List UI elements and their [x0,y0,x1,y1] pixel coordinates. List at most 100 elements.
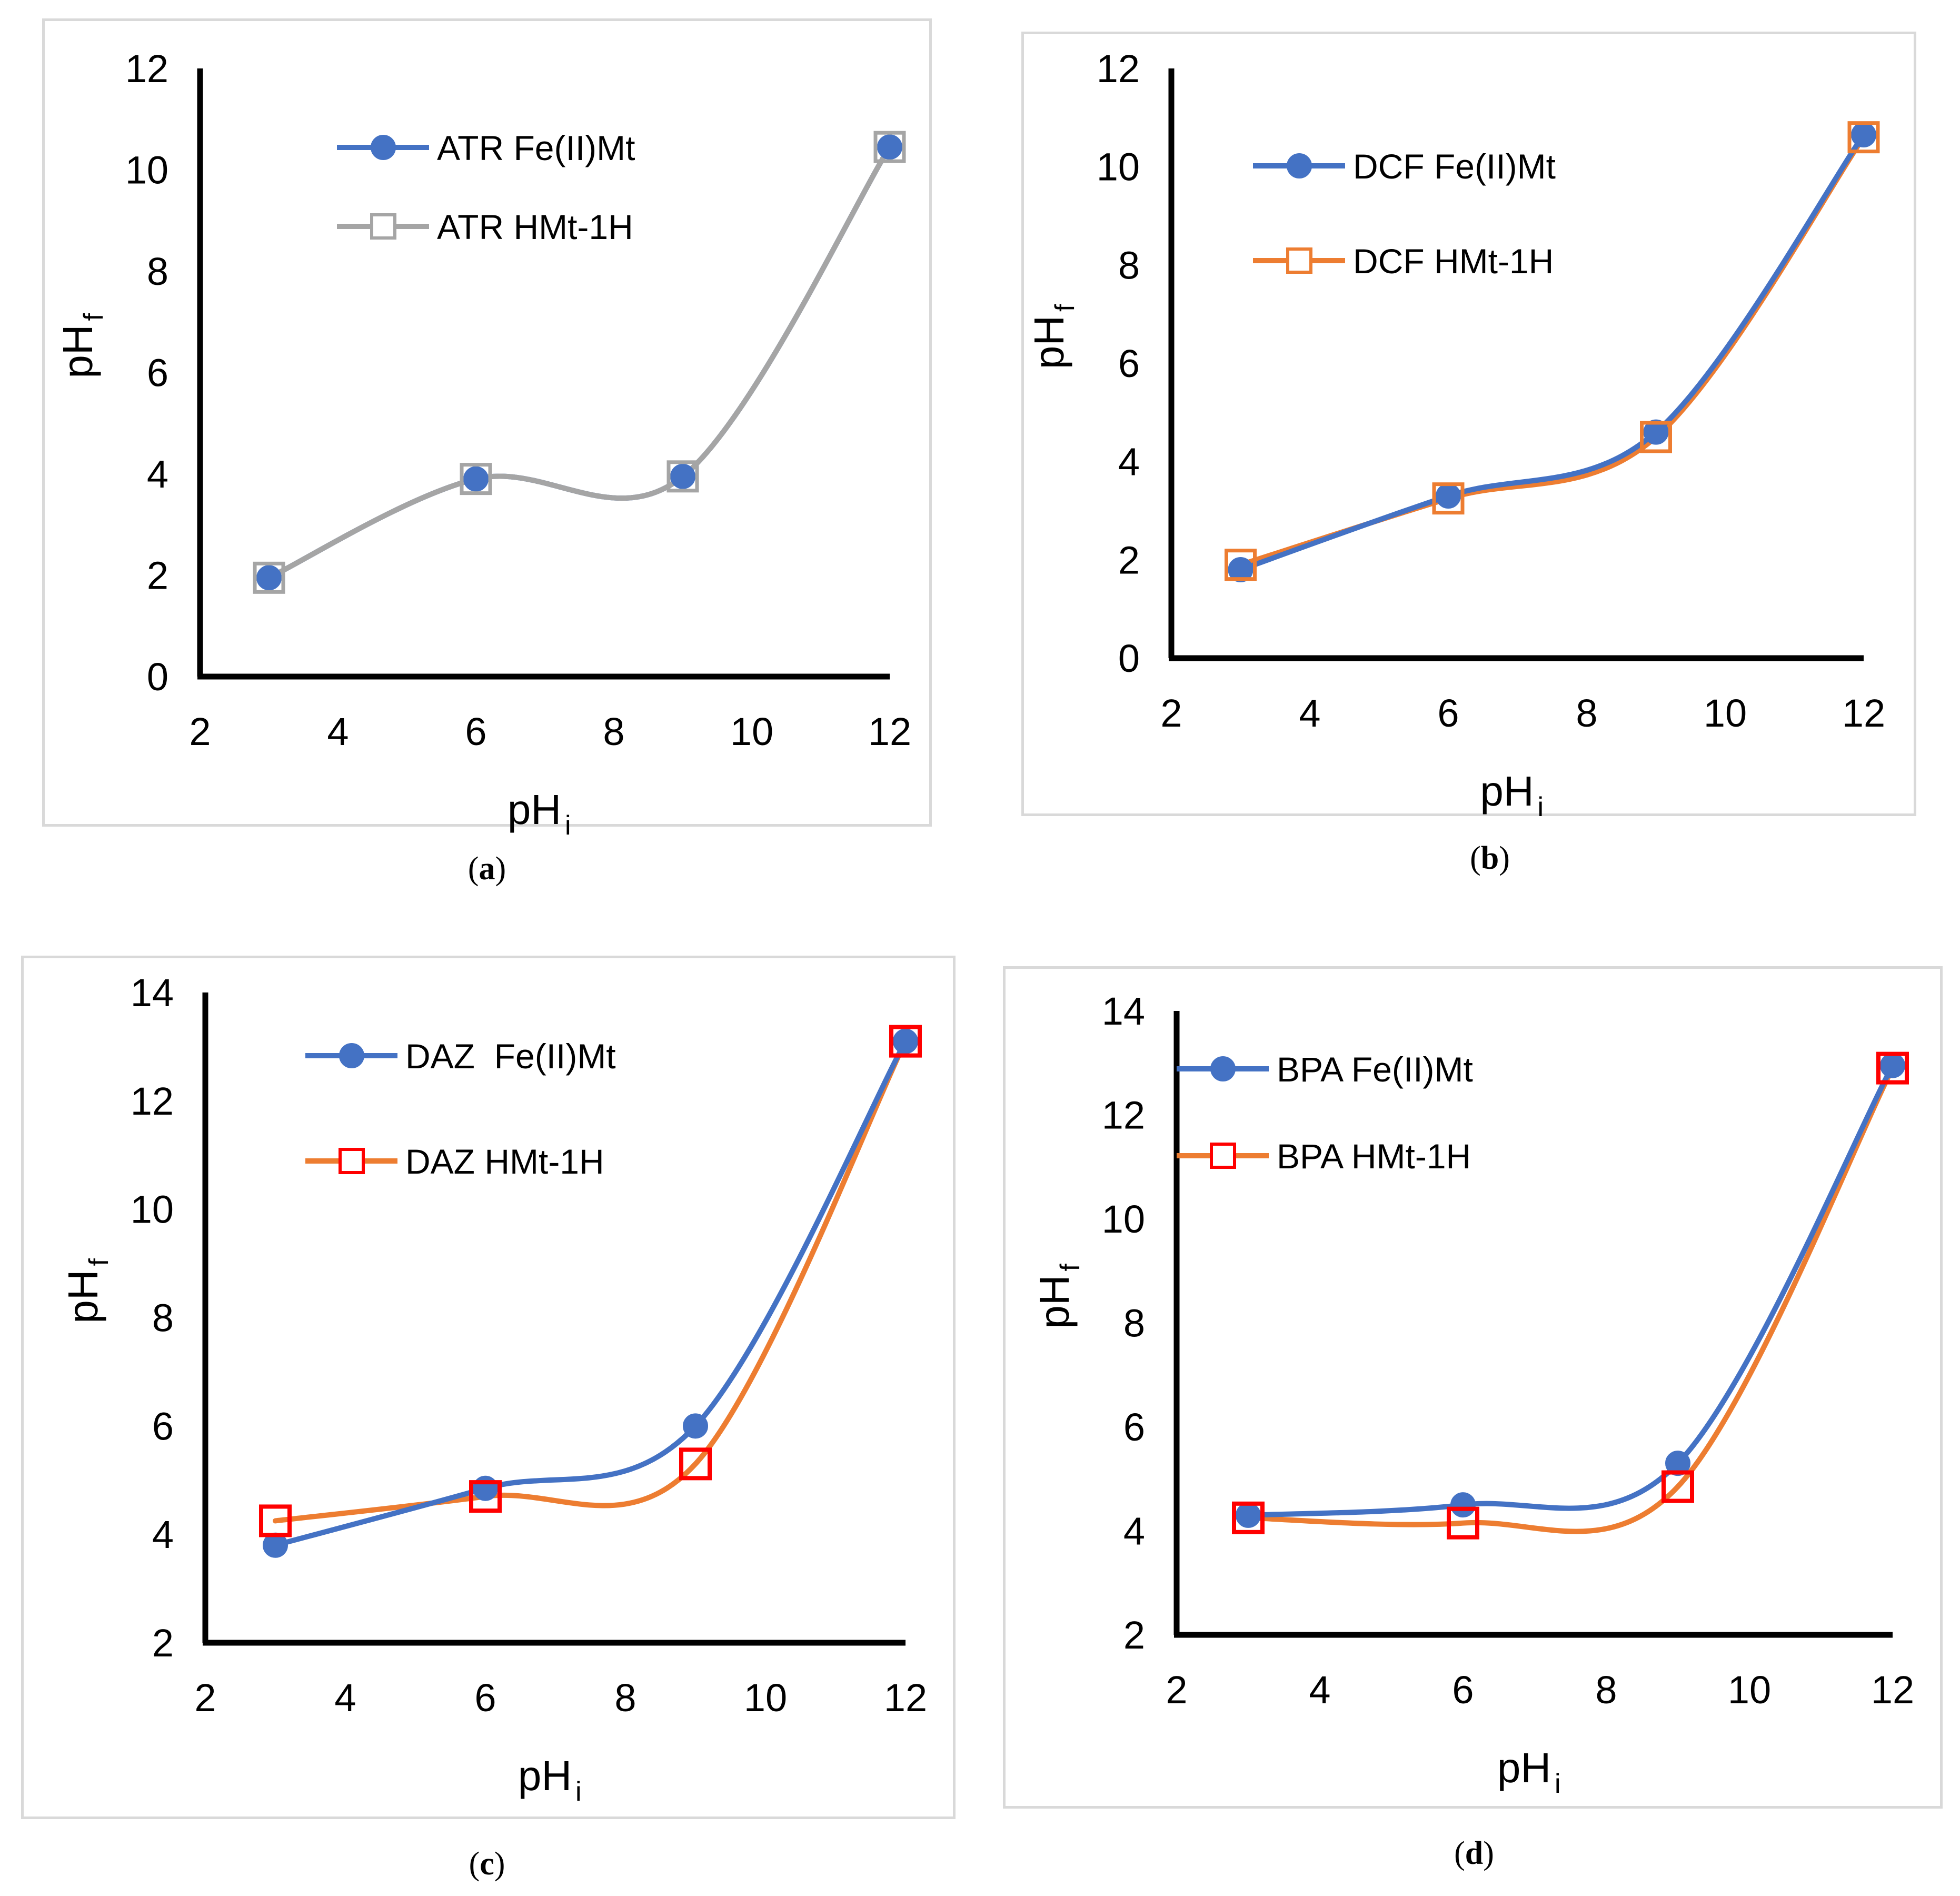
y-tick-label-c: 12 [131,1079,174,1123]
y-axis-label-sub-c: f [84,1258,114,1266]
legend-marker-d-0 [1210,1056,1236,1081]
data-point-d-1 [1661,1470,1694,1503]
data-point-b-1 [1225,549,1257,581]
legend-label-b-1: DCF HMt-1H [1353,242,1554,281]
caption-a-letter: a [479,851,495,887]
data-point-a-0 [877,134,902,160]
x-axis-label-sub-a: i [565,810,571,841]
y-tick-label-d: 14 [1102,989,1145,1033]
data-point-a-1 [253,561,285,594]
caption-c-letter: c [480,1846,494,1882]
legend-marker-d-1 [1210,1143,1236,1169]
y-tick-label-b: 2 [1118,538,1140,582]
caption-b-letter: b [1480,840,1499,876]
y-tick-label-a: 2 [147,554,168,598]
y-axis-label-sub-b: f [1050,304,1080,312]
data-point-c-1 [889,1025,922,1058]
series-line-c-0 [273,1038,908,1548]
y-tick-label-b: 0 [1118,637,1140,680]
x-tick-label-b: 6 [1437,691,1459,735]
y-tick-label-a: 12 [125,47,168,91]
data-point-a-1 [460,463,492,495]
x-tick-label-d: 10 [1728,1668,1771,1712]
x-tick-label-c: 6 [474,1676,496,1720]
y-tick-label-b: 12 [1097,47,1140,91]
x-tick-label-b: 10 [1704,691,1747,735]
data-point-d-1 [1232,1501,1265,1534]
data-point-a-0 [463,466,489,492]
data-point-d-0 [1236,1502,1261,1528]
data-point-c-1 [259,1504,292,1537]
chart-panel-d: 2 4 6 8 10 12 14 2 4 6 8 10 12 pH i pH f BPA Fe(II)Mt BPA … [1003,966,1943,1809]
y-tick-label-d: 6 [1123,1405,1145,1449]
y-tick-label-c: 4 [152,1513,174,1556]
x-tick-label-c: 10 [744,1676,787,1720]
caption-a: (a) [467,851,506,887]
x-axis-label-b: pH [1480,768,1534,815]
data-point-b-1 [1640,421,1672,453]
legend-marker-c-1 [339,1148,365,1174]
y-axis-label-c: pH f [59,1258,114,1324]
y-tick-label-c: 2 [152,1621,174,1665]
y-tick-label-b: 8 [1118,243,1140,287]
x-tick-label-b: 2 [1160,691,1182,735]
legend-label-c-0: DAZ Fe(II)Mt [405,1037,616,1076]
legend-label-a-0: ATR Fe(II)Mt [437,128,635,167]
y-tick-label-c: 14 [131,971,174,1015]
y-axis-label-text-d: pH [1031,1275,1078,1328]
x-axis-label-a: pH [508,786,561,833]
y-tick-label-b: 10 [1097,145,1140,189]
data-point-d-1 [1876,1051,1909,1085]
legend-label-a-1: ATR HMt-1H [437,207,633,246]
x-tick-label-b: 12 [1842,691,1885,735]
data-point-b-0 [1436,483,1461,509]
y-axis-label-b: pH f [1026,304,1080,369]
x-tick-label-c: 2 [194,1676,216,1720]
series-line-b-0 [1238,132,1866,572]
data-point-d-1 [1447,1506,1479,1540]
chart-panel-a: 0 2 4 6 8 10 12 2 4 6 8 10 12 pH i pH f ATR Fe(II)Mt ATR H… [42,18,932,841]
data-point-d-0 [1665,1451,1690,1476]
y-tick-label-b: 6 [1118,342,1140,385]
data-point-d-0 [1450,1492,1476,1518]
data-point-d-0 [1880,1053,1905,1078]
data-point-b-0 [1851,122,1876,147]
data-point-a-1 [873,131,906,163]
data-point-a-1 [666,460,699,493]
x-tick-label-a: 6 [465,710,486,753]
legend-marker-c-0 [339,1043,364,1068]
y-tick-label-a: 0 [147,655,168,699]
series-line-a-1 [266,144,892,581]
series-line-d-1 [1246,1065,1895,1534]
y-tick-label-b: 4 [1118,440,1140,484]
legend-label-d-1: BPA HMt-1H [1277,1137,1471,1176]
data-point-c-0 [893,1028,918,1054]
x-tick-label-a: 2 [189,710,211,753]
legend-marker-b-1 [1286,247,1312,274]
legend-label-b-0: DCF Fe(II)Mt [1353,147,1556,186]
x-tick-label-a: 8 [603,710,624,753]
caption-d: (d) [1454,1835,1494,1871]
data-point-b-1 [1432,482,1465,515]
series-line-c-1 [273,1038,908,1524]
x-axis-label-sub-d: i [1555,1769,1561,1799]
legend-marker-a-1 [370,213,396,240]
x-axis-label-sub-c: i [575,1776,582,1807]
y-tick-label-a: 6 [147,351,168,395]
y-tick-label-c: 10 [131,1188,174,1232]
y-axis-label-sub-d: f [1055,1264,1086,1272]
x-axis-label-d: pH [1497,1744,1551,1791]
x-axis-label-sub-b: i [1538,792,1544,822]
x-tick-label-c: 4 [334,1676,356,1720]
legend-marker-a-0 [371,135,396,160]
data-point-c-1 [679,1447,712,1481]
legend-label-c-1: DAZ HMt-1H [405,1142,604,1181]
y-axis-label-a: pH f [54,313,109,379]
y-tick-label-d: 12 [1102,1094,1145,1137]
x-tick-label-d: 8 [1595,1668,1617,1712]
y-tick-label-a: 4 [147,452,168,496]
